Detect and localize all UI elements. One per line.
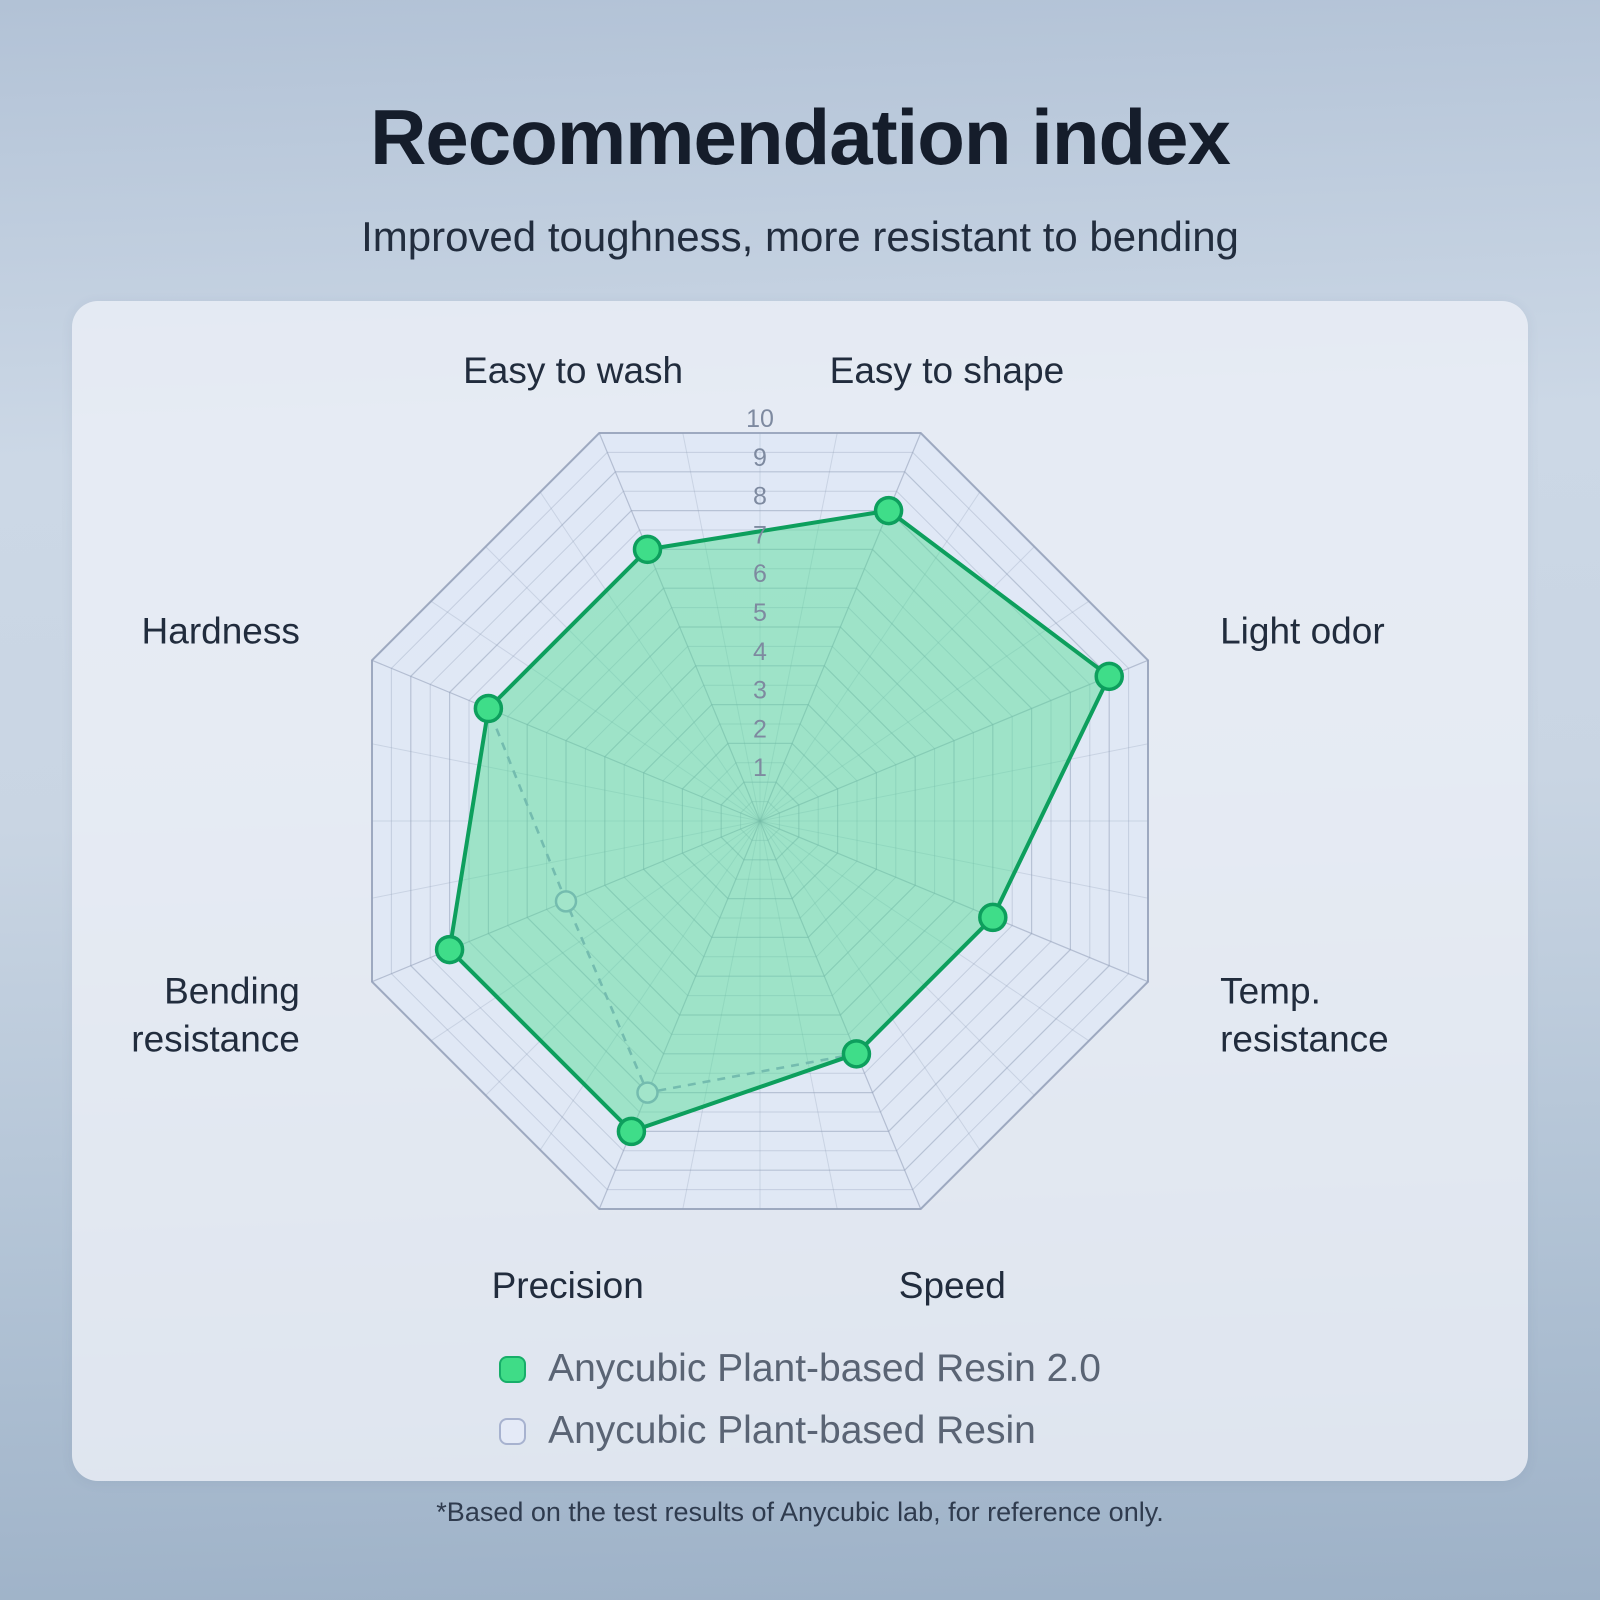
legend-swatch-resin-2 xyxy=(499,1355,527,1383)
grid-axis-spoke xyxy=(598,432,761,822)
radar-grid xyxy=(371,432,1149,1210)
page-subtitle: Improved toughness, more resistant to be… xyxy=(361,213,1239,260)
tick-label: 7 xyxy=(753,521,767,549)
grid-axis-spoke xyxy=(759,820,1149,983)
page-title: Recommendation index xyxy=(370,93,1231,181)
tick-label: 5 xyxy=(753,599,767,627)
grid-minor-spoke xyxy=(759,820,981,1151)
tick-label: 8 xyxy=(753,483,767,511)
tick-label: 9 xyxy=(753,444,767,472)
grid-minor-spoke xyxy=(759,546,1035,822)
data-point-resin-2 xyxy=(841,1039,872,1069)
data-point-resin-2 xyxy=(1094,661,1124,692)
axis-label-easy-to-wash: Easy to wash xyxy=(463,350,683,391)
grid-minor-spoke xyxy=(430,600,761,822)
legend-item-resin-1: Anycubic Plant-based Resin xyxy=(499,1409,1036,1453)
grid-minor-spoke xyxy=(759,432,838,822)
legend: Anycubic Plant-based Resin 2.0 Anycubic … xyxy=(499,1347,1101,1453)
tick-label: 3 xyxy=(753,677,767,705)
footnote: *Based on the test results of Anycubic l… xyxy=(436,1497,1164,1527)
data-point-resin-2 xyxy=(434,934,465,965)
tick-label: 6 xyxy=(753,560,767,588)
grid-axis-spoke xyxy=(759,659,1149,822)
data-point-resin-2 xyxy=(873,495,904,526)
legend-label-resin-1: Anycubic Plant-based Resin xyxy=(548,1409,1036,1452)
series-resin-2 xyxy=(434,495,1124,1147)
axis-label-precision: Precision xyxy=(492,1265,644,1306)
radar-chart: 10 9 8 7 6 5 4 3 2 1 Easy to shape Light odor Temp. r… xyxy=(131,350,1388,1306)
chart-card: 10 9 8 7 6 5 4 3 2 1 Easy to shape Light odor Temp. r… xyxy=(72,301,1528,1481)
grid-minor-spoke xyxy=(485,820,761,1096)
axis-label-speed: Speed xyxy=(899,1265,1006,1306)
grid-minor-spoke xyxy=(430,820,761,1042)
data-point-resin-1 xyxy=(554,890,578,913)
grid-minor-spoke xyxy=(759,820,1090,1042)
grid-axis-spoke xyxy=(371,659,761,822)
axis-label-bending-resistance: Bending resistance xyxy=(131,971,300,1060)
grid-minor-spoke xyxy=(682,820,761,1210)
legend-item-resin-2: Anycubic Plant-based Resin 2.0 xyxy=(499,1347,1101,1391)
axis-label-light-odor: Light odor xyxy=(1220,610,1385,651)
legend-swatch-resin-1 xyxy=(499,1417,527,1445)
grid-minor-spoke xyxy=(485,546,761,822)
grid-minor-spoke xyxy=(539,820,761,1151)
grid-minor-spoke xyxy=(759,600,1090,822)
legend-label-resin-2: Anycubic Plant-based Resin 2.0 xyxy=(548,1347,1101,1390)
tick-label: 2 xyxy=(753,715,767,743)
grid-axis-spoke xyxy=(759,820,922,1210)
axis-label-temp-resistance: Temp. resistance xyxy=(1220,971,1389,1060)
data-point-resin-2 xyxy=(473,693,504,724)
grid-minor-spoke xyxy=(371,820,761,899)
grid-minor-spoke xyxy=(759,491,981,822)
data-point-resin-1 xyxy=(636,1081,659,1104)
radar-axis-labels: Easy to shape Light odor Temp. resistance Sp… xyxy=(131,350,1388,1306)
axis-label-easy-to-shape: Easy to shape xyxy=(830,350,1064,391)
grid-minor-spoke xyxy=(682,432,761,822)
data-point-resin-2 xyxy=(632,534,663,565)
grid-minor-spoke xyxy=(759,820,1035,1096)
grid-minor-spoke xyxy=(539,491,761,822)
tick-label: 1 xyxy=(753,754,767,782)
data-point-resin-2 xyxy=(616,1116,647,1147)
grid-minor-spoke xyxy=(759,743,1149,822)
data-point-resin-2 xyxy=(978,902,1008,933)
axis-label-hardness: Hardness xyxy=(142,610,300,651)
tick-label: 10 xyxy=(746,405,774,433)
tick-label: 4 xyxy=(753,638,767,666)
grid-minor-spoke xyxy=(371,743,761,822)
radar-tick-labels: 10 9 8 7 6 5 4 3 2 1 xyxy=(746,405,774,782)
grid-minor-spoke xyxy=(759,820,838,1210)
grid-minor-spoke xyxy=(759,820,1149,899)
